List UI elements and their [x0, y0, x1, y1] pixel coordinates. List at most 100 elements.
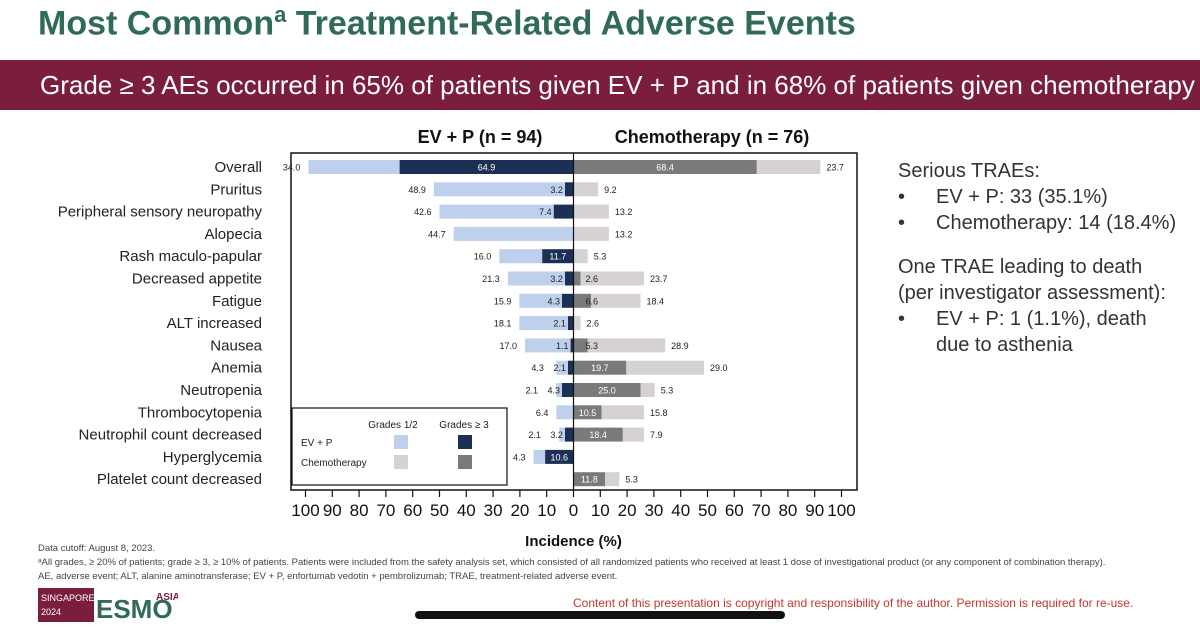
legend-swatch-ev-grade12: [394, 435, 408, 449]
chemo-grade12-bar: [573, 182, 599, 197]
chemo-grade3-bar: [573, 360, 627, 375]
x-tick-label: 50: [430, 501, 449, 520]
chemo-grade12-bar: [626, 360, 705, 375]
chemo-grade12-bar: [591, 293, 641, 308]
chemo-grade3-value-label: 18.4: [589, 430, 607, 440]
chemo-grade12-value-label: 5.3: [661, 386, 674, 396]
death-heading-line-1: One TRAE leading to death: [898, 256, 1143, 278]
chemo-grade12-bar: [573, 249, 588, 264]
esmo-asia-logo: SINGAPORE 2024 ESMO ASIA: [38, 588, 178, 622]
chemo-grade12-value-label: 13.2: [615, 229, 633, 239]
chemo-grade12-bar: [605, 472, 620, 487]
chemo-grade12-bar: [580, 271, 644, 286]
ev-grade3-bar: [399, 160, 574, 174]
copyright-notice: Content of this presentation is copyrigh…: [573, 596, 1134, 610]
ev-grade12-bar: [533, 449, 546, 464]
slide-title: Most Commona Treatment-Related Adverse E…: [38, 2, 856, 43]
x-tick-label: 30: [644, 501, 663, 520]
chemo-grade3-bar: [573, 405, 602, 420]
ev-grade12-value-label: 21.3: [482, 274, 500, 284]
chemo-grade12-value-label: 5.3: [625, 475, 638, 485]
chemo-grade3-value-label: 25.0: [598, 386, 616, 396]
chemo-grade12-bar: [640, 383, 655, 397]
side-summary: Serious TRAEs: • EV + P: 33 (35.1%) • Chem…: [898, 158, 1198, 358]
x-tick-label: 100: [827, 501, 855, 520]
chemo-grade3-value-label: 6.6: [586, 296, 599, 306]
ev-grade12-value-label: 15.9: [494, 296, 512, 306]
ev-grade3-value-label: 7.4: [539, 207, 552, 217]
chemo-grade12-value-label: 15.8: [650, 408, 668, 418]
ev-grade3-value-label: 64.9: [478, 163, 496, 173]
x-axis-label: Incidence (%): [525, 533, 622, 550]
death-item: • EV + P: 1 (1.1%), death: [898, 306, 1198, 332]
chemo-grade3-bar: [573, 338, 588, 353]
x-tick-label: 20: [510, 501, 529, 520]
legend-col-high: Grades ≥ 3: [439, 420, 489, 431]
ev-grade12-value-label: 6.4: [536, 408, 549, 418]
ev-grade12-bar: [556, 405, 574, 420]
category-label: Alopecia: [204, 226, 262, 243]
x-tick-label: 40: [671, 501, 690, 520]
bullet-icon: •: [898, 212, 906, 234]
ev-grade12-bar: [524, 338, 571, 353]
serious-item-chemo: • Chemotherapy: 14 (18.4%): [898, 210, 1198, 236]
chemo-grade12-value-label: 13.2: [615, 207, 633, 217]
x-tick-label: 100: [291, 501, 319, 520]
ev-grade3-bar: [561, 293, 574, 308]
ev-grade3-bar: [561, 383, 574, 397]
chemo-grade12-bar: [573, 316, 581, 331]
ev-grade3-bar: [564, 182, 574, 197]
ev-grade12-bar: [499, 249, 543, 264]
headline-text: Grade ≥ 3 AEs occurred in 65% of patient…: [40, 70, 1195, 100]
butterfly-bar-chart: EV + P (n = 94) Chemotherapy (n = 76)100 9…: [58, 127, 858, 550]
spacer: [898, 236, 1198, 254]
serious-traes-heading: Serious TRAEs:: [898, 160, 1040, 182]
chemo-grade12-bar: [573, 226, 609, 241]
ev-grade12-value-label: 4.3: [531, 363, 544, 373]
logo-city: SINGAPORE: [41, 593, 95, 603]
x-tick-label: 90: [323, 501, 342, 520]
category-label: Thrombocytopenia: [138, 404, 263, 421]
x-tick-label: 80: [778, 501, 797, 520]
footnote-cutoff: Data cutoff: August 8, 2023.: [38, 543, 156, 554]
logo-year: 2024: [41, 607, 61, 617]
category-label: Neutropenia: [180, 382, 262, 399]
ev-grade3-bar: [545, 449, 574, 464]
logo-suffix: ASIA: [156, 592, 178, 603]
category-label: Rash maculo-papular: [119, 248, 262, 265]
chemo-grade12-value-label: 7.9: [650, 430, 663, 440]
chemo-grade12-value-label: 18.4: [647, 296, 665, 306]
category-label: Platelet count decreased: [97, 471, 262, 488]
chemo-grade12-value-label: 2.6: [586, 319, 599, 329]
serious-item-chemo-text: Chemotherapy: 14 (18.4%): [936, 212, 1177, 234]
chemo-grade12-bar: [756, 160, 821, 174]
ev-grade12-bar: [507, 271, 565, 286]
chemo-grade3-value-label: 2.6: [586, 274, 599, 284]
ev-grade3-bar: [564, 427, 574, 442]
ev-grade3-value-label: 1.1: [556, 341, 569, 351]
chemo-grade3-bar: [573, 271, 581, 286]
slide-title-main: Most Common: [38, 4, 275, 43]
chemo-grade3-bar: [573, 293, 592, 308]
headline-banner: Grade ≥ 3 AEs occurred in 65% of patient…: [0, 60, 1200, 110]
left-panel-title: EV + P (n = 94): [418, 127, 543, 147]
chemo-grade12-value-label: 23.7: [826, 163, 844, 173]
ev-grade3-value-label: 2.1: [553, 319, 566, 329]
chemo-grade12-bar: [573, 204, 609, 219]
serious-item-ev-text: EV + P: 33 (35.1%): [936, 186, 1108, 208]
category-label: Overall: [214, 159, 262, 176]
chemo-grade12-value-label: 23.7: [650, 274, 668, 284]
home-indicator[interactable]: [415, 611, 785, 619]
ev-grade12-value-label: 48.9: [408, 185, 426, 195]
x-tick-label: 20: [618, 501, 637, 520]
legend-row-chemo: Chemotherapy: [301, 458, 367, 469]
chemo-grade3-value-label: 10.5: [579, 408, 597, 418]
footnote-a: ᵃAll grades, ≥ 20% of patients; grade ≥ …: [38, 557, 1106, 568]
chemo-grade12-value-label: 9.2: [604, 185, 617, 195]
category-label: ALT increased: [167, 315, 262, 332]
ev-grade12-bar: [556, 360, 568, 375]
category-label: Neutrophil count decreased: [79, 427, 262, 444]
ev-grade12-value-label: 2.1: [528, 430, 541, 440]
x-tick-label: 80: [350, 501, 369, 520]
chemo-grade3-bar: [573, 472, 606, 487]
